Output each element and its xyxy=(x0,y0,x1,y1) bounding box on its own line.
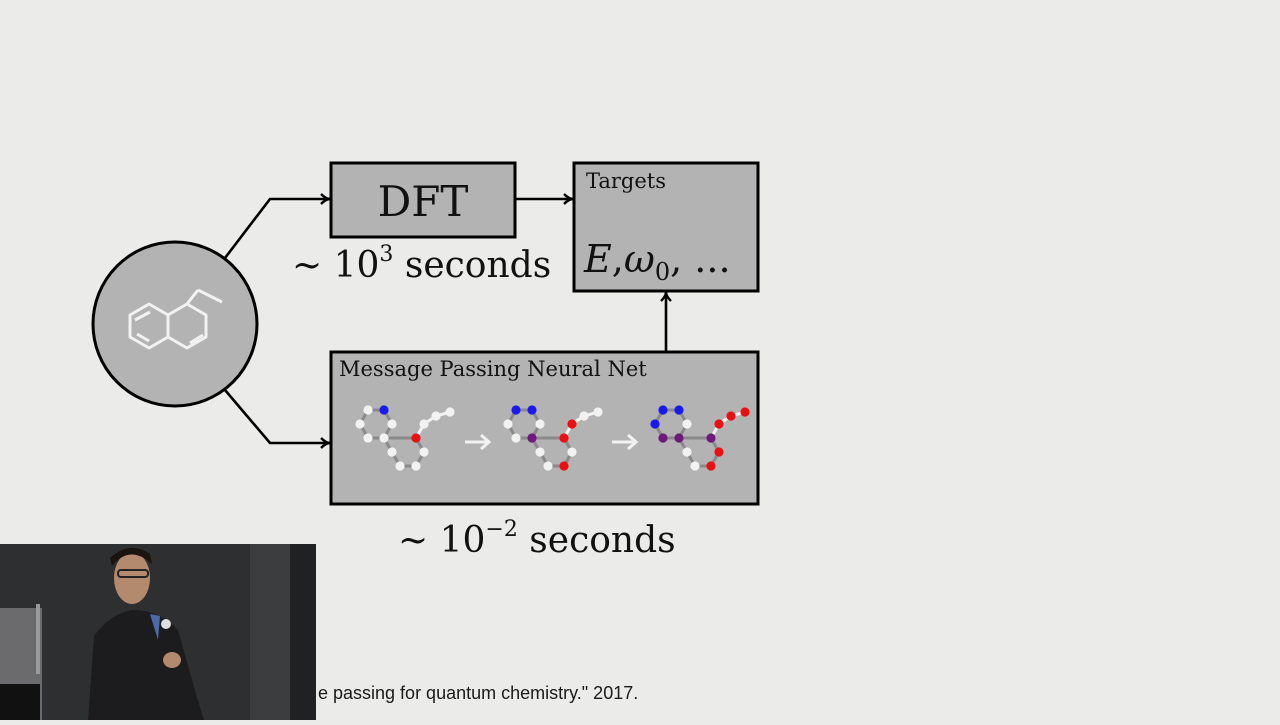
graph-atom-node xyxy=(706,461,716,471)
graph-atom-node xyxy=(714,447,724,457)
citation-text: e passing for quantum chemistry." 2017. xyxy=(318,683,639,703)
step-arrow-icon xyxy=(465,433,492,451)
mpnn-title: Message Passing Neural Net xyxy=(339,357,647,381)
graph-atom-node xyxy=(690,461,700,471)
graph-atom-node xyxy=(535,447,545,457)
graph-atom-node xyxy=(593,407,603,417)
graph-atom-node xyxy=(559,433,569,443)
graph-atom-node xyxy=(706,433,716,443)
graph-atom-node xyxy=(395,461,405,471)
naphthalene-icon xyxy=(128,288,223,350)
dft-time-label: ~ 103 seconds xyxy=(292,242,551,286)
mpnn-box: Message Passing Neural Net xyxy=(329,350,760,506)
step-arrow-icon xyxy=(612,433,639,451)
graph-atom-node xyxy=(567,419,577,429)
message-passing-graph-step-3 xyxy=(650,405,750,471)
graph-atom-node xyxy=(726,411,736,421)
graph-atom-node xyxy=(363,433,373,443)
arrow-to-dft xyxy=(223,193,331,259)
graph-atom-node xyxy=(650,419,660,429)
dft-box: DFT xyxy=(329,161,517,239)
graph-atom-node xyxy=(527,405,537,415)
graph-atom-node xyxy=(503,419,513,429)
message-passing-graph-step-2 xyxy=(503,405,603,471)
graph-atom-node xyxy=(714,419,724,429)
targets-title: Targets xyxy=(586,169,666,193)
graph-atom-node xyxy=(658,405,668,415)
graph-atom-node xyxy=(411,461,421,471)
graph-atom-node xyxy=(579,411,589,421)
graph-atom-node xyxy=(674,433,684,443)
graph-atom-node xyxy=(535,419,545,429)
molecule-node xyxy=(91,240,259,408)
targets-box: Targets E,ω0, ... xyxy=(572,161,760,293)
graph-atom-node xyxy=(379,433,389,443)
graph-atom-node xyxy=(682,419,692,429)
message-passing-graph-step-1 xyxy=(355,405,455,471)
graph-atom-node xyxy=(567,447,577,457)
presenter-webcam xyxy=(0,544,316,720)
graph-atom-node xyxy=(445,407,455,417)
graph-atom-node xyxy=(387,419,397,429)
dft-label: DFT xyxy=(378,177,469,226)
graph-atom-node xyxy=(411,433,421,443)
mpnn-time-label: ~ 10−2 seconds xyxy=(398,517,676,561)
graph-atom-node xyxy=(419,419,429,429)
graph-atom-node xyxy=(674,405,684,415)
graph-atom-node xyxy=(355,419,365,429)
graph-atom-node xyxy=(559,461,569,471)
graph-atom-node xyxy=(431,411,441,421)
arrow-to-mpnn xyxy=(224,389,331,449)
graph-atom-node xyxy=(419,447,429,457)
graph-atom-node xyxy=(511,433,521,443)
graph-atom-node xyxy=(658,433,668,443)
graph-atom-node xyxy=(543,461,553,471)
graph-atom-node xyxy=(527,433,537,443)
graph-atom-node xyxy=(387,447,397,457)
targets-values: E,ω0, ... xyxy=(583,237,731,286)
graph-atom-node xyxy=(740,407,750,417)
graph-atom-node xyxy=(379,405,389,415)
graph-atom-node xyxy=(511,405,521,415)
graph-atom-node xyxy=(363,405,373,415)
graph-atom-node xyxy=(682,447,692,457)
